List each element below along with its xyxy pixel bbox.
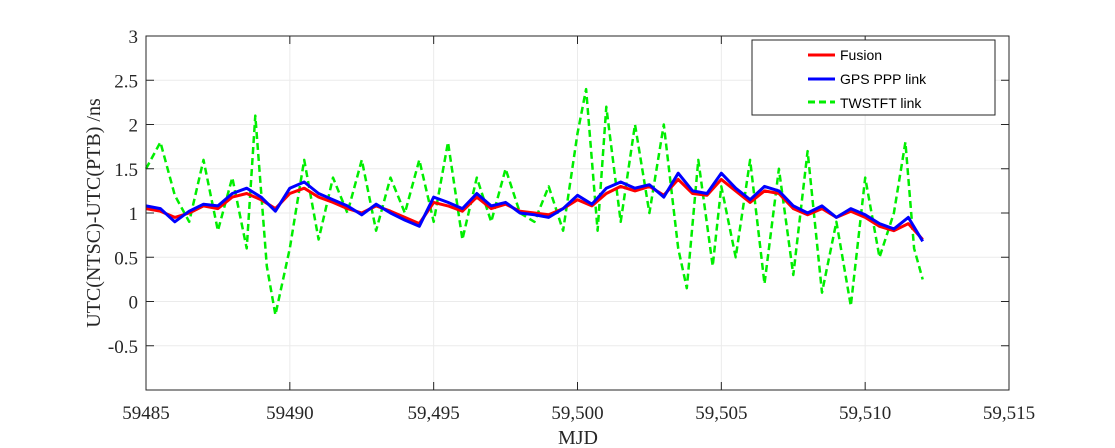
y-tick-label: 1 (129, 204, 139, 225)
series-line-twstft-link (144, 87, 924, 317)
y-tick-label: -0.5 (108, 337, 138, 358)
y-tick-label: 3 (129, 27, 139, 48)
y-tick-label: 2.5 (114, 71, 138, 92)
x-tick-label: 59,505 (695, 403, 747, 424)
y-tick-label: 0 (129, 293, 139, 314)
y-axis: -0.5 0 0.5 1 1.5 2 2.5 3 (108, 27, 1009, 358)
legend-label-twstft: TWSTFT link (840, 95, 922, 111)
legend: Fusion GPS PPP link TWSTFT link (751, 39, 996, 116)
series-layer (144, 87, 924, 317)
legend-label-gps: GPS PPP link (840, 71, 927, 87)
x-tick-label: 59,500 (551, 403, 603, 424)
legend-box (751, 39, 996, 116)
x-tick-label: 59,495 (408, 403, 460, 424)
series-line-gps-ppp-link (145, 171, 924, 243)
y-tick-label: 0.5 (114, 248, 138, 269)
legend-label-fusion: Fusion (840, 47, 882, 63)
y-tick-label: 1.5 (114, 160, 138, 181)
x-tick-label: 59485 (122, 403, 170, 424)
y-axis-label: UTC(NTSC)-UTC(PTB) /ns (83, 98, 105, 328)
x-tick-label: 59,515 (983, 403, 1035, 424)
x-tick-label: 59,510 (839, 403, 891, 424)
y-tick-label: 2 (129, 116, 139, 137)
x-axis-label: MJD (558, 427, 598, 448)
x-tick-label: 59490 (266, 403, 314, 424)
x-axis: 59485 59490 59,495 59,500 59,505 59,510 59,515 (122, 36, 1035, 424)
